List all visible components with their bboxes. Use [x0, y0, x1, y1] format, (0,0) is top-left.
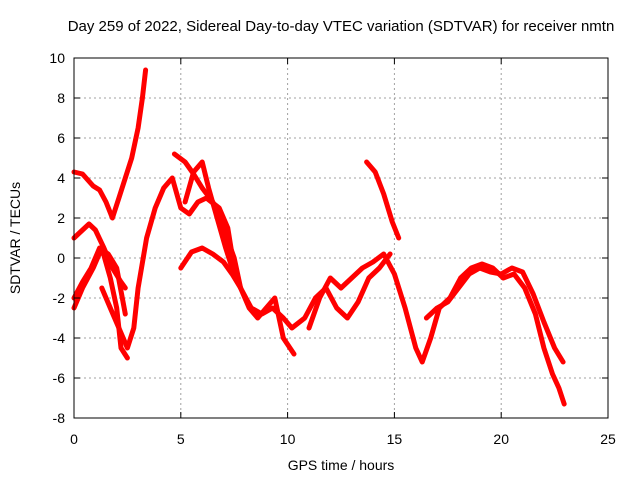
x-tick-label: 5 — [177, 431, 185, 447]
y-axis-label: SDTVAR / TECUs — [7, 182, 23, 294]
grid-lines — [74, 58, 608, 418]
y-tick-label: 4 — [57, 170, 65, 186]
y-tick-label: -6 — [53, 370, 66, 386]
x-tick-label: 10 — [280, 431, 296, 447]
x-tick-label: 15 — [387, 431, 403, 447]
series-track-3 — [71, 245, 130, 361]
y-tick-label: 0 — [57, 250, 65, 266]
series-track-5 — [71, 245, 128, 317]
series-track-1 — [71, 67, 149, 221]
y-tick-label: 8 — [57, 90, 65, 106]
y-tick-labels: -8 -6 -4 -2 0 2 4 6 8 10 — [49, 50, 65, 426]
series-track-9 — [364, 159, 402, 241]
x-tick-label: 25 — [600, 431, 616, 447]
chart-title: Day 259 of 2022, Sidereal Day-to-day VTE… — [68, 18, 615, 35]
y-tick-label: -4 — [53, 330, 66, 346]
series-track-11 — [423, 265, 566, 365]
x-axis-label: GPS time / hours — [288, 457, 395, 473]
y-tick-label: 6 — [57, 130, 65, 146]
data-series — [71, 67, 567, 407]
plot-frame — [73, 57, 609, 419]
series-track-8 — [178, 245, 244, 291]
axis-ticks — [73, 57, 609, 419]
y-tick-label: 10 — [49, 50, 65, 66]
y-tick-label: -8 — [53, 410, 66, 426]
x-tick-labels: 0 5 10 15 20 25 — [70, 431, 616, 447]
x-tick-label: 20 — [493, 431, 509, 447]
y-tick-label: 2 — [57, 210, 65, 226]
y-tick-label: -2 — [53, 290, 66, 306]
x-tick-label: 0 — [70, 431, 78, 447]
